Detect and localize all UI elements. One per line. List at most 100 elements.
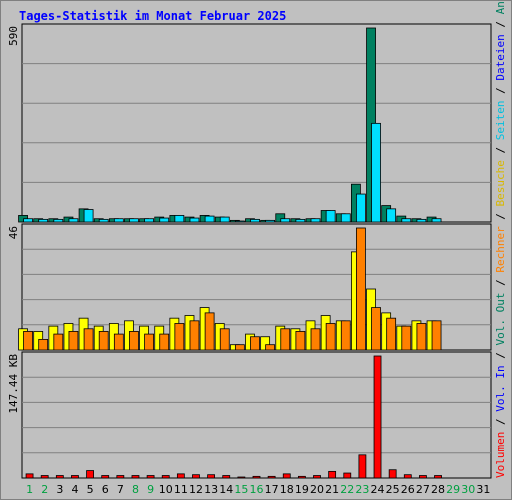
bar-Volumen-1 [25,473,34,479]
bar-Rechner-25 [386,317,397,351]
bar-Dateien-8 [129,218,139,223]
day-label-22: 22 [340,483,354,496]
bar-Rechner-24 [371,307,381,351]
scale-label-volume: 147.44 KB [7,354,20,414]
bar-Volumen-9 [146,475,155,479]
legend-part: / [494,14,507,34]
bar-Dateien-3 [53,218,64,223]
panel-volume [21,351,492,479]
bar-Volumen-2 [40,475,49,479]
bar-Dateien-22 [340,213,351,223]
day-label-23: 23 [355,483,369,496]
bar-Volumen-26 [403,474,412,479]
bar-Rechner-7 [113,333,124,351]
legend-part: / [494,412,507,432]
day-label-29: 29 [446,483,460,496]
day-label-7: 7 [117,483,124,496]
bar-Dateien-19 [295,218,306,223]
bar-Volumen-3 [55,475,64,479]
bar-Volumen-10 [161,475,170,479]
bar-Volumen-12 [192,474,200,479]
day-label-2: 2 [41,483,48,496]
day-label-13: 13 [204,483,218,496]
bar-Dateien-13 [204,215,215,223]
bar-Dateien-5 [83,209,94,223]
legend-part: Anfragen [494,0,507,14]
bar-Dateien-25 [386,208,397,223]
bar-Rechner-14 [219,328,230,351]
day-label-25: 25 [386,483,400,496]
bar-Dateien-20 [310,218,321,223]
bar-Volumen-27 [419,475,427,479]
bar-Rechner-1 [23,331,33,351]
day-label-16: 16 [250,483,264,496]
scale-label-visits-sites: 46 [7,226,20,239]
bar-Rechner-4 [68,331,79,351]
bar-Dateien-10 [159,217,170,223]
bar-Volumen-11 [176,473,185,479]
bar-Dateien-14 [219,216,230,223]
day-label-3: 3 [56,483,63,496]
day-label-21: 21 [325,483,339,496]
bar-Dateien-16 [250,218,260,223]
legend-part: / [494,140,507,160]
bar-Dateien-4 [68,218,79,223]
day-label-30: 30 [461,483,475,496]
day-label-24: 24 [371,483,385,496]
day-label-15: 15 [234,483,248,496]
chart-title: Tages-Statistik im Monat Februar 2025 [19,9,287,23]
bar-Volumen-19 [297,475,306,479]
bar-Rechner-16 [250,336,260,351]
bar-Volumen-8 [131,475,140,479]
legend-part: / [494,346,507,366]
day-label-18: 18 [280,483,294,496]
bar-Dateien-17 [265,219,276,223]
bar-Volumen-18 [282,473,291,479]
bar-Dateien-26 [401,218,412,223]
bar-Volumen-14 [222,475,231,479]
legend-part: Vol. Out [494,293,507,346]
bar-Volumen-16 [252,475,261,479]
bar-Rechner-9 [144,333,154,351]
legend-part: Rechner [494,226,507,273]
day-label-12: 12 [189,483,203,496]
bar-Rechner-26 [401,325,412,351]
bar-Dateien-27 [416,218,427,223]
bar-Rechner-8 [129,331,139,351]
day-label-8: 8 [132,483,139,496]
bar-Volumen-7 [116,475,125,479]
day-label-26: 26 [401,483,415,496]
bar-Volumen-22 [343,472,352,479]
bar-Rechner-5 [83,328,94,351]
legend-vertical: Volumen / Vol. In / Vol. Out / Rechner /… [494,0,507,478]
bar-Dateien-18 [280,218,291,223]
bar-Dateien-15 [234,220,245,223]
bar-Volumen-28 [434,475,442,479]
bar-Dateien-1 [23,218,33,223]
bar-Rechner-17 [265,344,276,351]
bar-Rechner-2 [38,338,49,351]
day-label-11: 11 [174,483,188,496]
bar-Dateien-24 [371,122,381,223]
bar-Volumen-25 [388,469,397,479]
bar-Volumen-6 [101,475,110,479]
day-label-6: 6 [102,483,109,496]
bar-Rechner-18 [280,328,291,351]
bar-Rechner-27 [416,323,427,351]
scale-label-hits-pages-files: 590 [7,26,20,46]
legend-part: / [494,273,507,293]
bar-Rechner-21 [325,323,336,351]
day-label-27: 27 [416,483,430,496]
bar-Dateien-9 [144,218,154,223]
legend-part: Vol. In [494,365,507,411]
bar-Dateien-23 [356,193,366,223]
bar-Rechner-10 [159,333,170,351]
bar-Rechner-20 [310,328,321,351]
legend-part: / [494,81,507,101]
bar-Volumen-20 [313,475,321,479]
bar-Dateien-28 [431,218,442,223]
day-label-14: 14 [219,483,233,496]
legend-part: Dateien [494,34,507,80]
bar-Volumen-24 [373,355,382,479]
